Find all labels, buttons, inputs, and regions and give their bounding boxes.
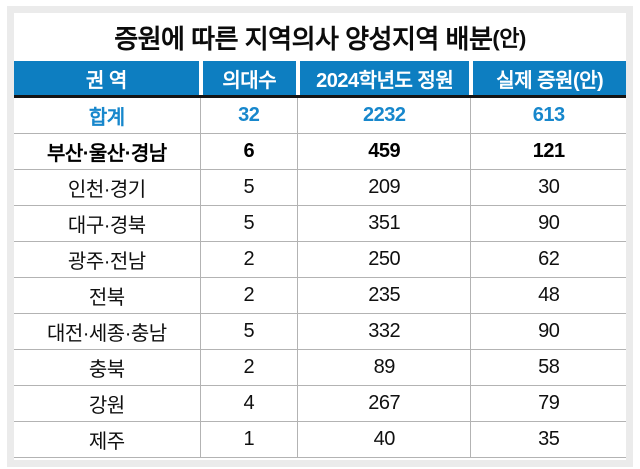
cell-quota: 332 (298, 314, 472, 349)
table-row: 합계 32 2232 613 (14, 98, 626, 134)
infographic-inner: 증원에 따른 지역의사 양성지역 배분 (안) 권 역 의대수 2024학년도 정… (14, 13, 626, 460)
table-body: 합계 32 2232 613 부산·울산·경남 6 459 121 인천·경기 … (14, 98, 626, 458)
cell-schools: 5 (201, 314, 298, 349)
cell-quota: 267 (298, 386, 472, 421)
cell-increase: 90 (538, 212, 560, 234)
table-header-row: 권 역 의대수 2024학년도 정원 실제 증원(안) (14, 61, 626, 98)
column-header-quota: 2024학년도 정원 (299, 61, 470, 95)
cell-quota: 89 (298, 350, 472, 385)
column-header-region: 권 역 (14, 61, 199, 95)
page-title-text: 증원에 따른 지역의사 양성지역 배분 (114, 23, 493, 54)
cell-schools: 1 (201, 422, 298, 457)
cell-quota: 459 (298, 134, 472, 169)
cell-schools: 2 (201, 278, 298, 313)
column-header-increase: 실제 증원(안) (473, 61, 626, 95)
cell-region: 강원 (14, 386, 201, 421)
page-title: 증원에 따른 지역의사 양성지역 배분 (안) (14, 13, 626, 61)
cell-increase: 90 (538, 320, 560, 342)
cell-quota: 209 (298, 170, 472, 205)
cell-region: 대구·경북 (14, 206, 201, 241)
cell-increase: 35 (538, 428, 560, 450)
cell-schools: 5 (201, 170, 298, 205)
table-row: 충북 2 89 58 (14, 350, 626, 386)
cell-region: 광주·전남 (14, 242, 201, 277)
table-row: 대구·경북 5 351 90 (14, 206, 626, 242)
cell-increase: 613 (532, 104, 565, 126)
cell-quota: 351 (298, 206, 472, 241)
cell-schools: 2 (201, 242, 298, 277)
page-title-suffix: (안) (492, 26, 526, 51)
column-header-schools: 의대수 (202, 61, 296, 95)
cell-schools: 2 (201, 350, 298, 385)
infographic-card: 증원에 따른 지역의사 양성지역 배분 (안) 권 역 의대수 2024학년도 정… (7, 6, 633, 467)
cell-increase: 30 (538, 176, 560, 198)
cell-quota: 2232 (298, 98, 472, 133)
cell-schools: 32 (201, 98, 298, 133)
cell-schools: 5 (201, 206, 298, 241)
cell-region: 전북 (14, 278, 201, 313)
cell-region: 부산·울산·경남 (14, 134, 201, 169)
cell-quota: 235 (298, 278, 472, 313)
cell-region: 제주 (14, 422, 201, 457)
cell-increase: 121 (532, 140, 565, 162)
table-row: 강원 4 267 79 (14, 386, 626, 422)
cell-region: 합계 (14, 98, 201, 133)
cell-increase: 62 (538, 248, 560, 270)
cell-schools: 4 (201, 386, 298, 421)
cell-increase: 79 (538, 392, 560, 414)
table-row: 부산·울산·경남 6 459 121 (14, 134, 626, 170)
table-row: 전북 2 235 48 (14, 278, 626, 314)
table-row: 인천·경기 5 209 30 (14, 170, 626, 206)
cell-quota: 250 (298, 242, 472, 277)
table-row: 광주·전남 2 250 62 (14, 242, 626, 278)
cell-region: 대전·세종·충남 (14, 314, 201, 349)
table-row: 대전·세종·충남 5 332 90 (14, 314, 626, 350)
cell-schools: 6 (201, 134, 298, 169)
cell-increase: 48 (538, 284, 560, 306)
table-row: 제주 1 40 35 (14, 422, 626, 458)
cell-quota: 40 (298, 422, 472, 457)
cell-increase: 58 (538, 356, 560, 378)
cell-region: 충북 (14, 350, 201, 385)
cell-region: 인천·경기 (14, 170, 201, 205)
